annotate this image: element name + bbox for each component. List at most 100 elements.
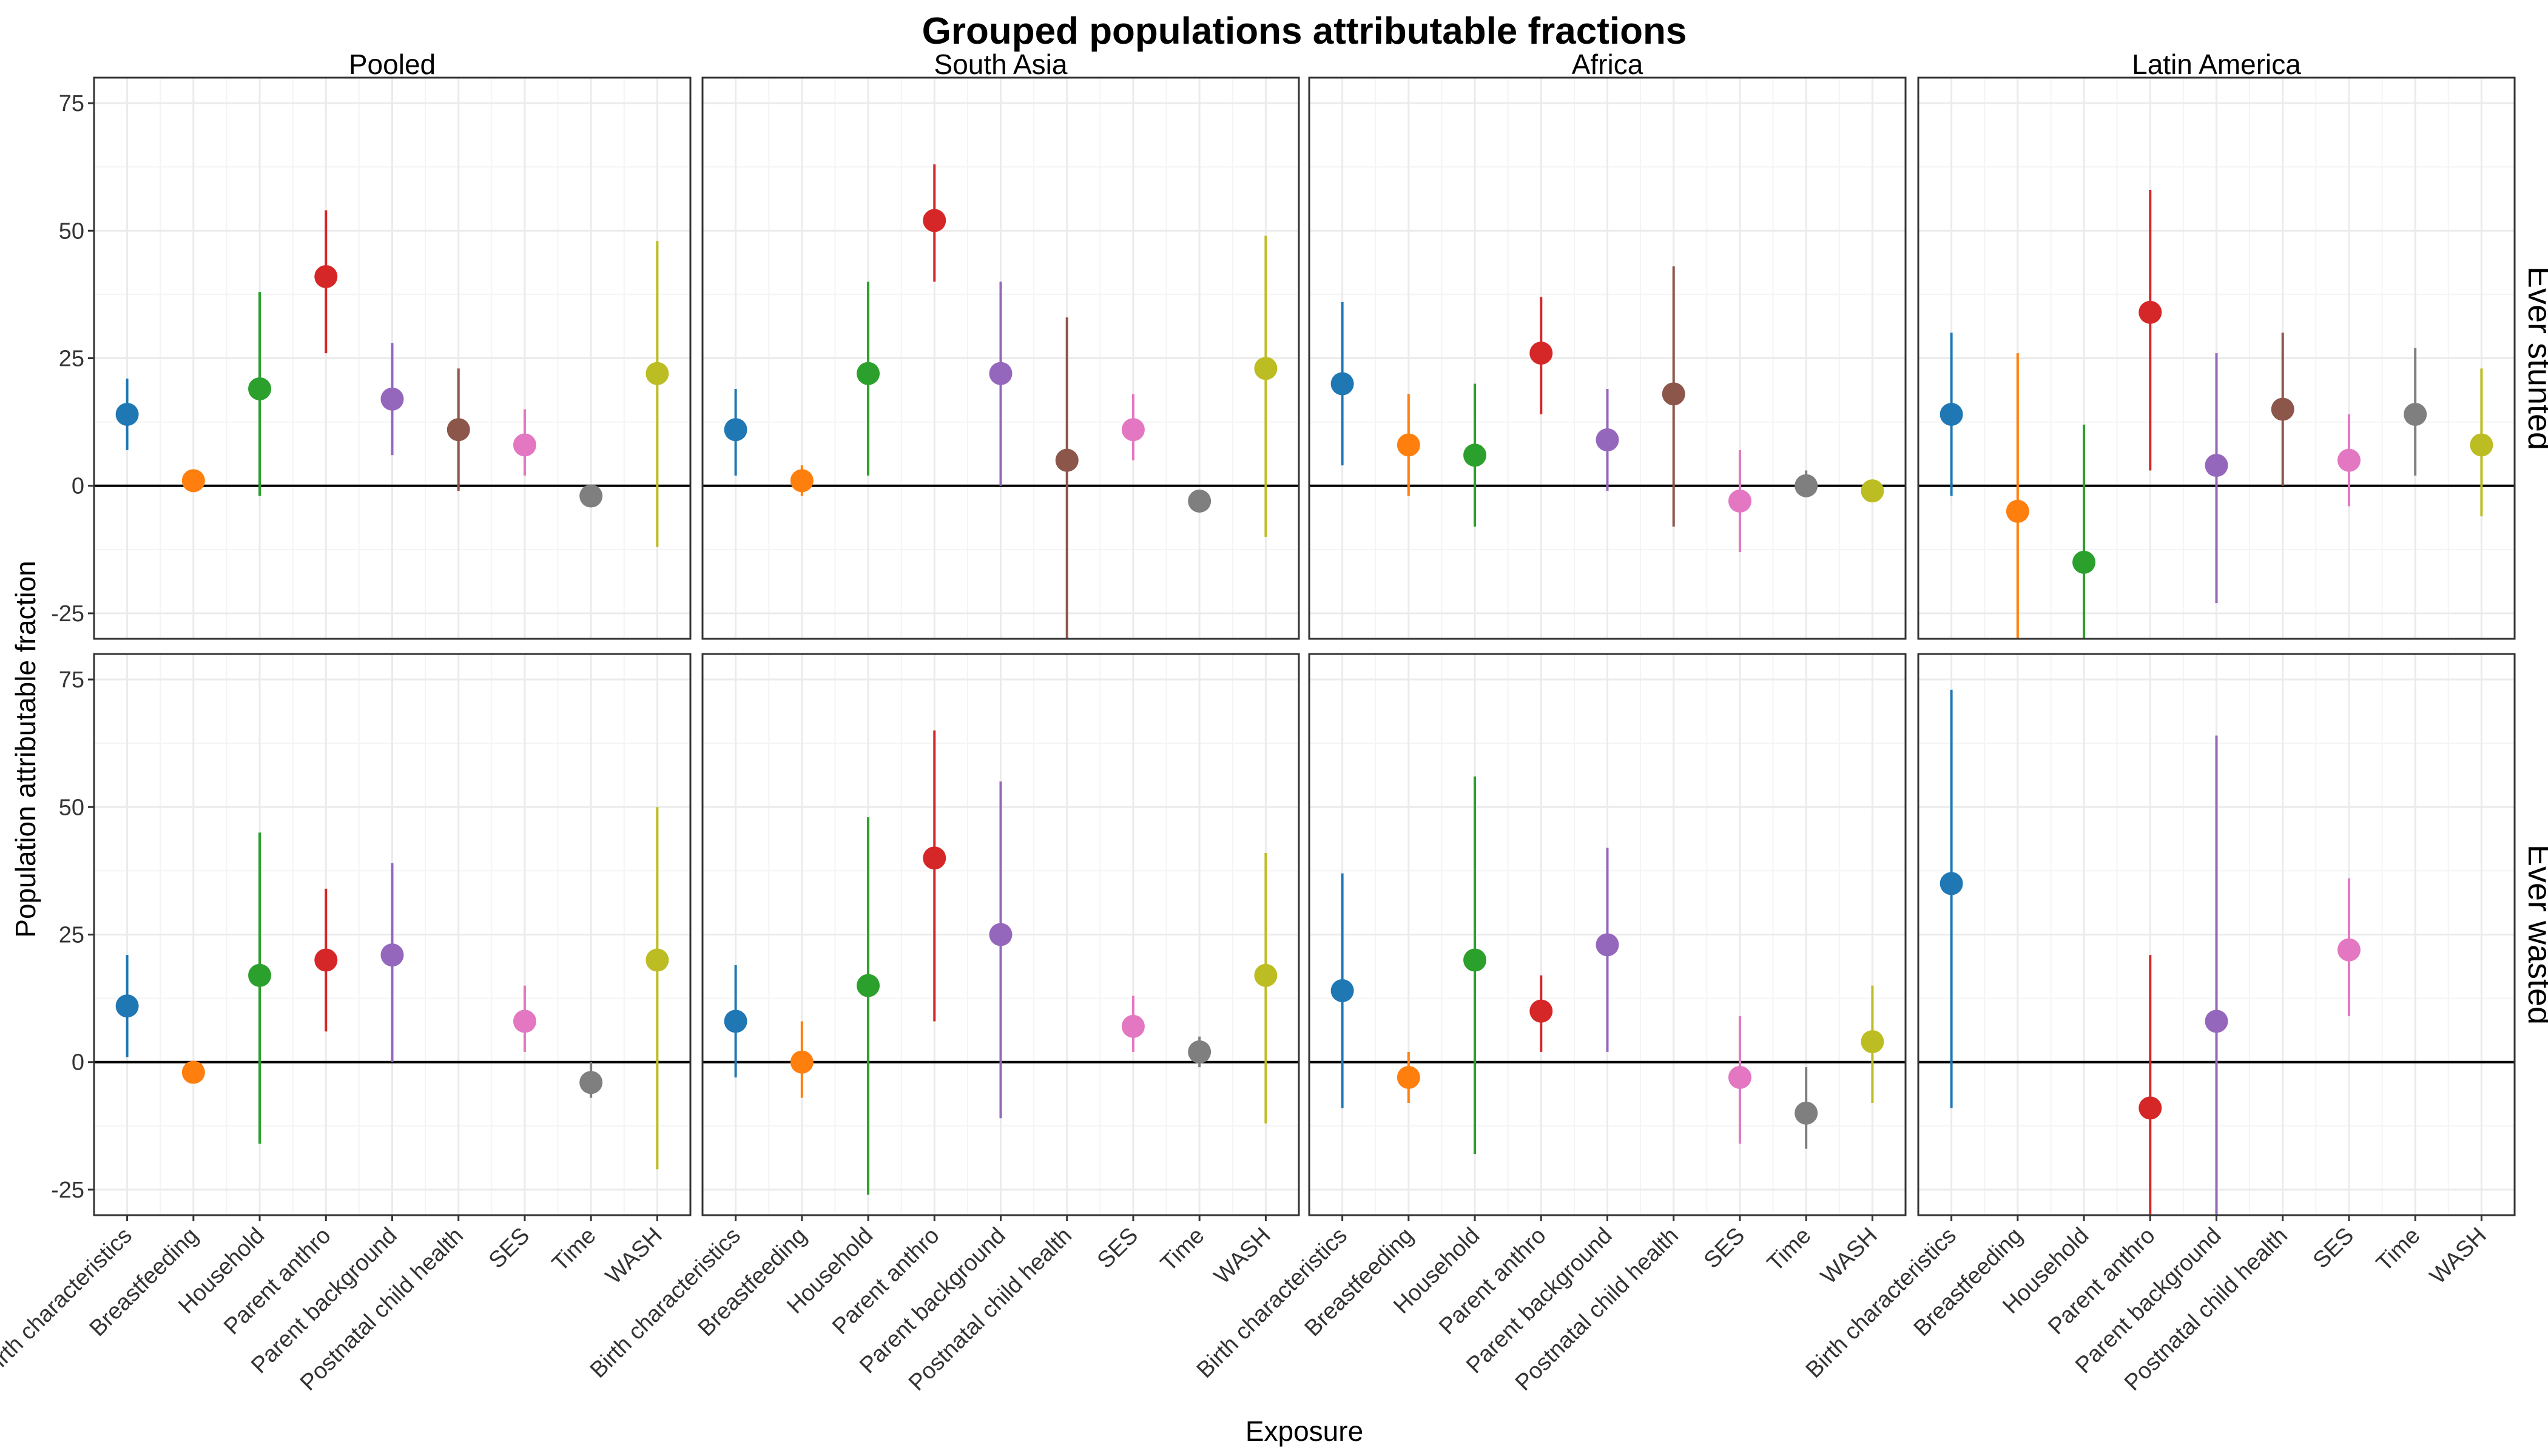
- point-breastfeeding: [790, 1050, 814, 1074]
- y-tick-label: 50: [59, 218, 84, 244]
- facet-label-south-asia: South Asia: [934, 49, 1068, 80]
- point-breastfeeding: [1397, 1065, 1420, 1089]
- point-ses: [2337, 938, 2361, 962]
- y-tick-label: 25: [59, 346, 84, 372]
- point-household: [857, 974, 880, 997]
- point-breastfeeding: [181, 1060, 205, 1084]
- y-axis-title: Population attributable fraction: [10, 561, 41, 937]
- point-time: [1795, 1101, 1818, 1125]
- point-postnatal-child-health: [1662, 382, 1685, 406]
- point-parent-anthro: [314, 948, 338, 972]
- point-postnatal-child-health: [2271, 397, 2294, 421]
- panel-ever-stunted-latin-america: [1917, 76, 2516, 640]
- point-ses: [1728, 1065, 1751, 1089]
- x-tick-label-ses: SES: [2308, 1223, 2359, 1273]
- point-parent-background: [2205, 454, 2228, 477]
- point-household: [1463, 948, 1487, 972]
- panel-border: [701, 76, 1300, 640]
- point-parent-background: [2205, 1009, 2228, 1033]
- panel-ever-wasted-latin-america: [1917, 653, 2516, 1216]
- point-parent-anthro: [923, 846, 946, 870]
- point-household: [857, 362, 880, 385]
- point-parent-anthro: [314, 265, 338, 288]
- point-ses: [513, 433, 536, 457]
- panels-group: Pooled South Asia Africa Latin America Ever …: [0, 49, 2548, 1396]
- point-parent-anthro: [923, 209, 946, 232]
- y-tick-label: 0: [72, 474, 84, 499]
- point-wash: [645, 948, 669, 972]
- x-tick-label-wash: WASH: [601, 1223, 667, 1289]
- y-tick-label: 25: [59, 923, 84, 948]
- point-parent-background: [1596, 933, 1619, 957]
- point-household: [1463, 443, 1487, 467]
- x-tick-label-wash: WASH: [1209, 1223, 1275, 1289]
- point-time: [1188, 489, 1212, 513]
- point-birth-characteristics: [115, 994, 139, 1018]
- point-birth-characteristics: [724, 1009, 747, 1033]
- point-household: [2072, 550, 2096, 574]
- x-axis-title: Exposure: [1245, 1415, 1363, 1447]
- point-time: [579, 1071, 603, 1094]
- x-tick-label-wash: WASH: [1816, 1223, 1882, 1289]
- y-tick-label: -25: [51, 1178, 84, 1203]
- y-tick-label: -25: [51, 601, 84, 627]
- point-parent-background: [989, 362, 1013, 385]
- point-time: [1188, 1040, 1212, 1063]
- panel-border: [1917, 76, 2516, 640]
- point-birth-characteristics: [1330, 372, 1354, 396]
- point-parent-background: [380, 943, 404, 967]
- point-breastfeeding: [2006, 499, 2029, 523]
- facet-label-pooled: Pooled: [349, 49, 436, 80]
- point-ses: [1121, 1014, 1145, 1038]
- point-breastfeeding: [181, 469, 205, 493]
- point-wash: [1861, 479, 1884, 503]
- point-parent-background: [380, 387, 404, 411]
- y-tick-label: 0: [72, 1050, 84, 1076]
- x-tick-label-wash: WASH: [2425, 1223, 2491, 1289]
- point-parent-anthro: [2138, 1096, 2162, 1120]
- point-household: [248, 963, 272, 987]
- y-tick-label: 75: [59, 91, 84, 116]
- point-parent-background: [1596, 428, 1619, 452]
- point-wash: [1254, 963, 1278, 987]
- x-tick-label-ses: SES: [484, 1223, 534, 1273]
- panel-ever-stunted-south-asia: [701, 76, 1300, 640]
- point-birth-characteristics: [1330, 979, 1354, 1002]
- point-birth-characteristics: [1940, 403, 1963, 426]
- point-wash: [645, 362, 669, 385]
- facet-label-latin-america: Latin America: [2132, 49, 2301, 80]
- point-breastfeeding: [790, 469, 814, 493]
- x-tick-label-time: Time: [2371, 1223, 2425, 1276]
- panel-ever-wasted-south-asia: [701, 653, 1300, 1216]
- x-tick-label-time: Time: [1762, 1223, 1816, 1276]
- x-tick-label-time: Time: [1156, 1223, 1209, 1276]
- facet-label-africa: Africa: [1572, 49, 1643, 80]
- point-time: [2404, 403, 2427, 426]
- point-birth-characteristics: [1940, 872, 1963, 895]
- x-tick-label-time: Time: [547, 1223, 601, 1276]
- panel-ever-wasted-pooled: [93, 653, 692, 1216]
- point-wash: [1254, 357, 1278, 380]
- x-tick-label-ses: SES: [1699, 1223, 1750, 1273]
- point-household: [248, 377, 272, 400]
- point-postnatal-child-health: [1055, 448, 1079, 472]
- point-ses: [513, 1009, 536, 1033]
- panel-ever-stunted-pooled: [93, 76, 692, 640]
- chart-title: Grouped populations attributable fractio…: [922, 10, 1687, 52]
- point-time: [579, 484, 603, 508]
- point-breastfeeding: [1397, 433, 1420, 457]
- point-birth-characteristics: [724, 418, 747, 442]
- point-ses: [1121, 418, 1145, 442]
- point-parent-anthro: [1529, 999, 1553, 1023]
- point-parent-anthro: [1529, 342, 1553, 365]
- y-tick-label: 50: [59, 795, 84, 820]
- panel-ever-stunted-africa: [1308, 76, 1907, 640]
- point-ses: [2337, 448, 2361, 472]
- y-tick-label: 75: [59, 667, 84, 693]
- point-birth-characteristics: [115, 403, 139, 426]
- facet-label-ever-stunted: Ever stunted: [2521, 266, 2548, 450]
- point-postnatal-child-health: [447, 418, 470, 442]
- point-ses: [1728, 489, 1751, 513]
- facet-label-ever-wasted: Ever wasted: [2521, 844, 2548, 1025]
